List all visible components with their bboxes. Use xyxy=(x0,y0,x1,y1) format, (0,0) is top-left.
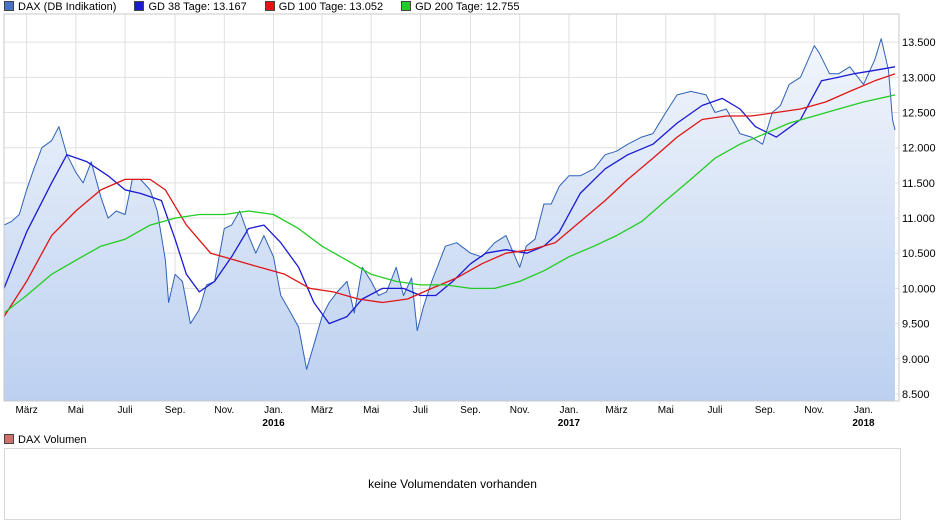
x-tick-label: Nov. xyxy=(214,405,234,416)
x-tick-label: Juli xyxy=(707,405,722,416)
volume-panel: keine Volumendaten vorhanden xyxy=(4,448,901,520)
legend-item-dax[interactable]: DAX (DB Indikation) xyxy=(4,1,116,13)
x-tick-label: Mai xyxy=(658,405,674,416)
x-tick-label: Nov. xyxy=(804,405,824,416)
x-tick-label: Sep. xyxy=(460,405,481,416)
volume-empty-message: keine Volumendaten vorhanden xyxy=(368,477,537,491)
legend-swatch-gd38 xyxy=(134,1,145,11)
chart-legend: DAX (DB Indikation) GD 38 Tage: 13.167 GD … xyxy=(4,1,537,13)
x-tick-label: Nov. xyxy=(510,405,530,416)
y-tick-label: 10.000 xyxy=(902,283,936,295)
legend-item-gd100[interactable]: GD 100 Tage: 13.052 xyxy=(264,1,384,13)
y-tick-label: 9.500 xyxy=(902,319,930,331)
volume-legend[interactable]: DAX Volumen xyxy=(4,434,86,446)
x-year-label: 2016 xyxy=(262,418,285,429)
x-tick-label: Jan. xyxy=(559,405,578,416)
x-tick-label: Juli xyxy=(118,405,133,416)
legend-label-gd100: GD 100 Tage: 13.052 xyxy=(278,1,384,13)
legend-swatch-dax xyxy=(4,1,14,11)
x-year-label: 2017 xyxy=(558,418,581,429)
legend-item-gd200[interactable]: GD 200 Tage: 12.755 xyxy=(401,1,519,13)
x-tick-label: Mai xyxy=(68,405,84,416)
series-line-2 xyxy=(3,73,896,317)
x-tick-label: Juli xyxy=(413,405,428,416)
legend-label-gd38: GD 38 Tage: 13.167 xyxy=(148,1,247,13)
y-tick-label: 8.500 xyxy=(902,389,930,401)
volume-legend-label: DAX Volumen xyxy=(18,434,87,446)
y-tick-label: 12.500 xyxy=(902,108,936,120)
x-year-label: 2018 xyxy=(852,418,875,429)
legend-label-dax: DAX (DB Indikation) xyxy=(18,1,117,13)
plot-border xyxy=(3,13,900,402)
x-tick-label: Sep. xyxy=(165,405,186,416)
y-tick-label: 10.500 xyxy=(902,248,936,260)
y-tick-label: 13.500 xyxy=(902,37,936,49)
x-tick-label: Sep. xyxy=(755,405,776,416)
legend-item-gd38[interactable]: GD 38 Tage: 13.167 xyxy=(134,1,247,13)
legend-swatch-gd100 xyxy=(264,1,275,11)
y-tick-label: 13.000 xyxy=(902,72,936,84)
y-tick-label: 11.000 xyxy=(902,213,935,225)
legend-label-gd200: GD 200 Tage: 12.755 xyxy=(415,1,520,13)
x-tick-label: März xyxy=(15,405,37,416)
y-tick-label: 9.000 xyxy=(902,354,930,366)
x-tick-label: Jan. xyxy=(854,405,873,416)
series-area-0 xyxy=(4,38,895,401)
x-tick-label: März xyxy=(605,405,627,416)
x-tick-label: Mai xyxy=(363,405,379,416)
legend-swatch-gd200 xyxy=(401,1,412,11)
y-tick-label: 12.000 xyxy=(902,143,936,155)
volume-legend-swatch xyxy=(4,434,14,444)
x-tick-label: März xyxy=(311,405,333,416)
x-tick-label: Jan. xyxy=(264,405,283,416)
y-tick-label: 11.500 xyxy=(902,178,935,190)
series-line-3 xyxy=(3,94,896,314)
series-line-1 xyxy=(3,66,896,325)
price-chart: 8.500 9.000 9.500 10.000 10.500 11.000 11.500 1… xyxy=(3,13,936,429)
